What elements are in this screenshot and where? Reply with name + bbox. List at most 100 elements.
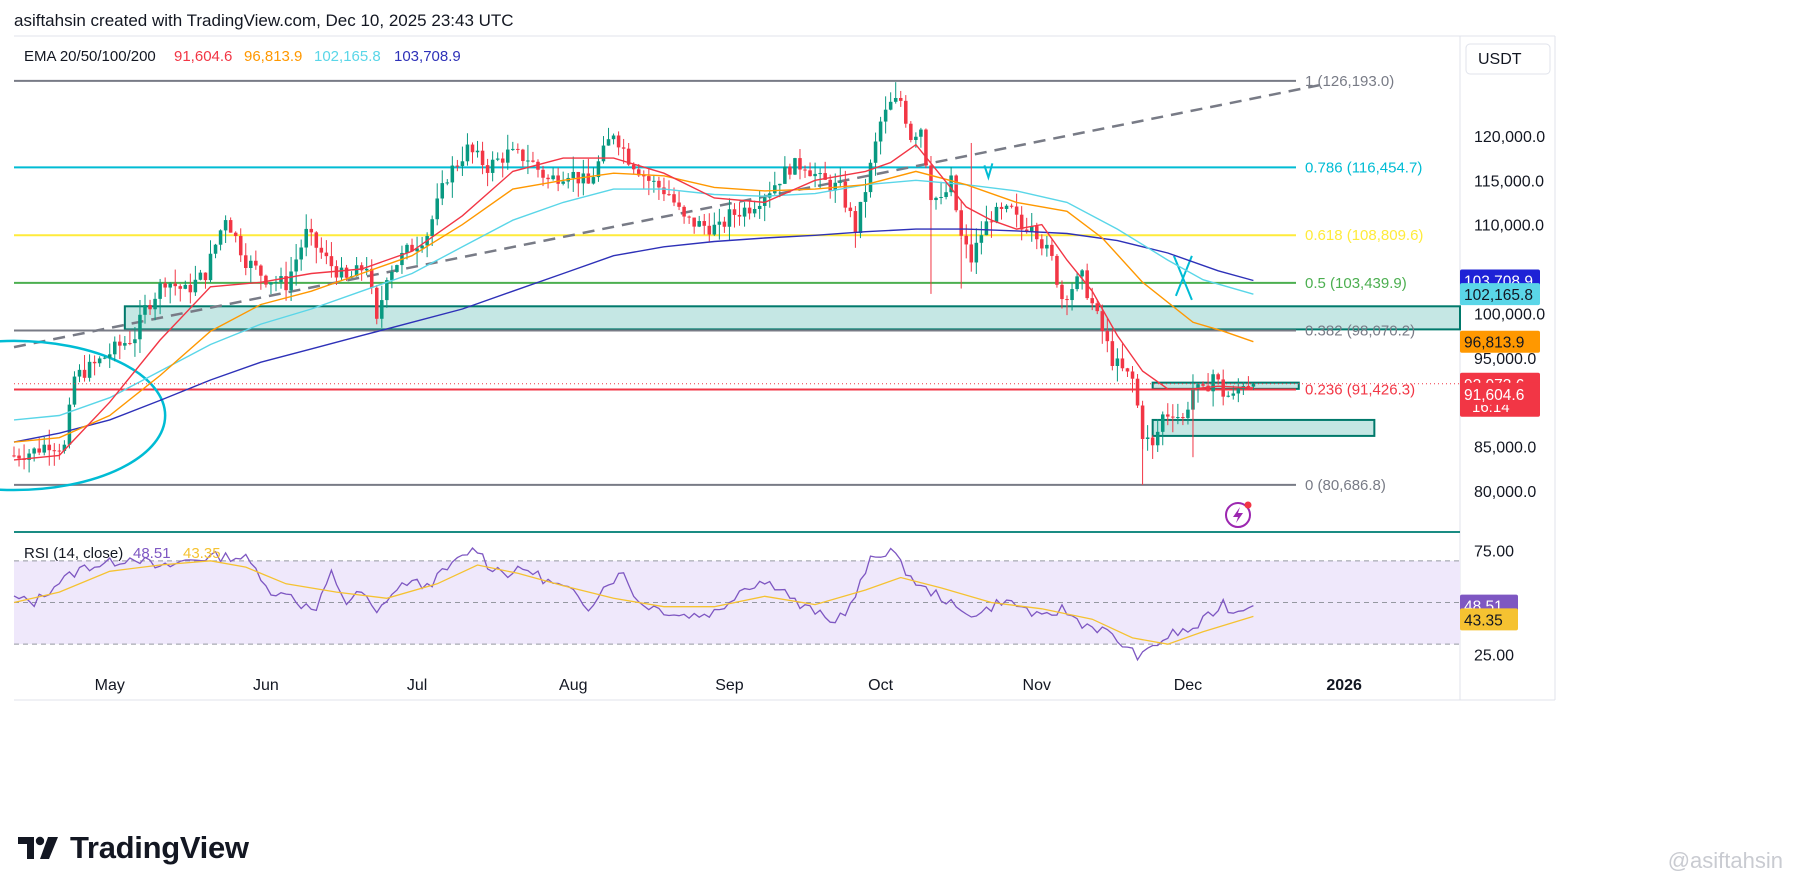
candle-body (868, 162, 873, 193)
candle-body (672, 194, 676, 203)
candles-group (12, 82, 1256, 473)
candle-body (480, 150, 485, 166)
candle-body (994, 206, 999, 223)
candle-body (853, 211, 858, 234)
lightning-icon-circle (1225, 502, 1251, 528)
time-tick-nov: Nov (1023, 677, 1051, 694)
candle-body (838, 181, 843, 183)
candle-body (606, 139, 611, 146)
candle-body (667, 194, 671, 196)
candle-body (893, 97, 898, 102)
candle-body (934, 197, 938, 201)
candle-body (203, 272, 208, 281)
candle-body (682, 206, 686, 217)
ema-legend-value-1: 91,604.6 (174, 48, 232, 65)
lightning-icon-dot (1244, 501, 1252, 509)
candle-body (642, 175, 646, 177)
rsi-legend-value: 48.51 (133, 545, 171, 562)
candle-body (536, 161, 540, 170)
price-tick-label: 85,000.0 (1474, 440, 1536, 457)
candle-body (1125, 368, 1130, 372)
candle-body (516, 148, 520, 150)
candle-body (102, 357, 107, 359)
price-label-text: 102,165.8 (1464, 287, 1533, 304)
candle-body (551, 175, 555, 180)
candle-body (959, 210, 963, 236)
price-label-2: 102,165.8 (1460, 283, 1540, 306)
candle-body (173, 283, 177, 287)
candle-body (848, 207, 853, 212)
candle-body (380, 300, 384, 319)
candle-body (264, 275, 268, 285)
candle-body (808, 170, 812, 177)
tick-annotation (983, 163, 994, 181)
fib-label-0.5: 0.5 (103,439.9) (1305, 275, 1407, 292)
ema20-line (13, 143, 1254, 461)
candle-body (1160, 414, 1165, 432)
candle-body (208, 253, 213, 281)
candle-body (1206, 385, 1210, 392)
candle-body (395, 265, 399, 272)
candle-body (1201, 384, 1205, 386)
candle-body (1095, 303, 1100, 312)
candle-body (989, 221, 994, 223)
candle-body (1065, 299, 1069, 301)
price-label-box (1460, 283, 1540, 306)
candle-body (687, 216, 691, 218)
time-tick-dec: Dec (1174, 677, 1202, 694)
candle-body (1140, 405, 1145, 439)
candle-body (621, 147, 626, 149)
candle-body (717, 221, 722, 225)
candle-body (944, 192, 948, 198)
candle-body (405, 244, 409, 253)
currency-button[interactable]: USDT (1465, 43, 1551, 75)
candle-body (1055, 255, 1059, 285)
fib-label-0: 0 (80,686.8) (1305, 477, 1386, 494)
rsi-price-label-box (1460, 608, 1518, 631)
candle-body (490, 159, 495, 173)
candle-body (284, 276, 288, 291)
candle-body (586, 173, 591, 184)
consolidation-ellipse (0, 339, 167, 492)
candle-body (636, 169, 641, 176)
candle-body (722, 221, 727, 227)
candle-body (123, 343, 127, 346)
fib-label-1: 1 (126,193.0) (1305, 73, 1394, 90)
tradingview-brand-text: TradingView (70, 830, 249, 865)
tradingview-logo[interactable]: TradingView (18, 830, 249, 866)
candle-body (138, 314, 142, 340)
candle-body (561, 181, 565, 184)
candle-body (1186, 409, 1190, 418)
candle-body (1045, 244, 1049, 249)
candle-body (1181, 417, 1185, 419)
rsi-legend: RSI (14, close) 48.51 43.35 (24, 545, 221, 562)
candle-body (984, 221, 989, 236)
candle-body (939, 197, 943, 199)
candle-body (62, 444, 67, 451)
candle-body (873, 141, 878, 163)
candle-body (521, 149, 525, 162)
price-tick-label: 100,000.0 (1474, 306, 1545, 323)
candle-body (1171, 416, 1175, 418)
candle-body (692, 217, 696, 227)
fib-label-0.618: 0.618 (108,809.6) (1305, 227, 1423, 244)
candle-body (259, 265, 263, 276)
candle-body (616, 135, 621, 148)
dashed-trendline (13, 84, 1320, 349)
candle-body (964, 235, 969, 245)
candle-body (924, 129, 928, 166)
candle-body (904, 100, 908, 124)
candle-body (1145, 437, 1150, 439)
candle-body (788, 166, 792, 175)
candle-body (369, 268, 374, 288)
candle-body (223, 220, 228, 231)
candle-body (511, 148, 515, 150)
candle-body (878, 121, 883, 142)
candle-body (1009, 205, 1014, 207)
candle-body (87, 361, 92, 378)
fib-label-0.382: 0.382 (98,070.2) (1305, 323, 1415, 340)
candle-body (732, 209, 737, 215)
candle-body (198, 272, 203, 280)
